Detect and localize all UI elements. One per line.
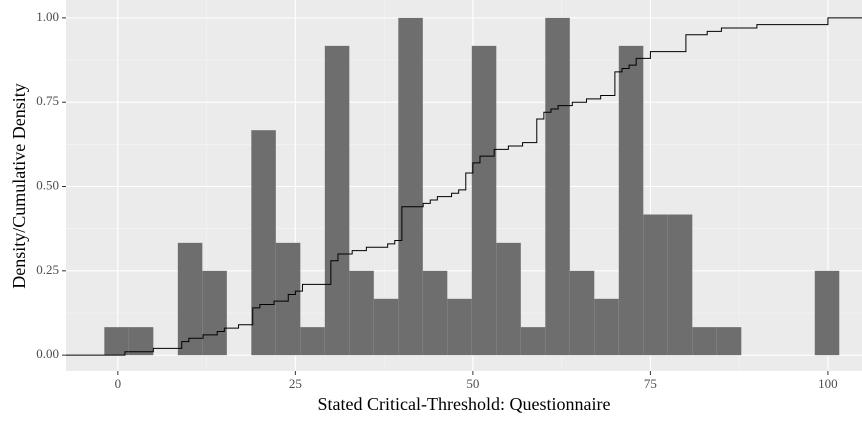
- x-tick-label: 100: [818, 376, 838, 391]
- bar: [373, 298, 399, 356]
- y-tick-label: 1.00: [36, 9, 59, 24]
- bar: [422, 270, 448, 356]
- x-tick-label: 25: [289, 376, 302, 391]
- bar: [177, 242, 203, 356]
- bar: [814, 270, 840, 356]
- y-axis-title: Density/Cumulative Density: [9, 83, 29, 288]
- bar: [569, 270, 595, 356]
- y-tick-label: 0.75: [36, 93, 59, 108]
- bar: [545, 17, 570, 356]
- bar: [202, 270, 227, 356]
- bar: [471, 45, 497, 356]
- bar: [716, 327, 742, 356]
- bar: [398, 17, 423, 356]
- bar: [128, 327, 154, 356]
- bar: [324, 45, 350, 356]
- x-tick-label: 0: [115, 376, 122, 391]
- ecdf-line: [66, 17, 862, 356]
- y-tick-label: 0.50: [36, 177, 59, 192]
- bar: [349, 270, 374, 356]
- bar: [520, 327, 546, 356]
- y-tick-label: 0.25: [36, 262, 59, 277]
- x-tick-label: 75: [644, 376, 657, 391]
- x-tick-label: 50: [466, 376, 479, 391]
- bar: [251, 130, 276, 356]
- bar: [496, 242, 521, 356]
- bar: [667, 214, 693, 356]
- bar: [594, 298, 619, 356]
- bar: [618, 45, 644, 356]
- x-axis-title: Stated Critical-Threshold: Questionnaire: [318, 394, 611, 414]
- bar: [447, 298, 472, 356]
- y-tick-label: 0.00: [36, 346, 59, 361]
- bar: [692, 327, 717, 356]
- bar: [104, 327, 129, 356]
- bar: [643, 214, 668, 356]
- bar: [300, 327, 325, 356]
- axes: 0 25 50 75 100 0.00 0.25 0.50 0.75 1.00: [36, 9, 837, 391]
- marks: [66, 17, 862, 356]
